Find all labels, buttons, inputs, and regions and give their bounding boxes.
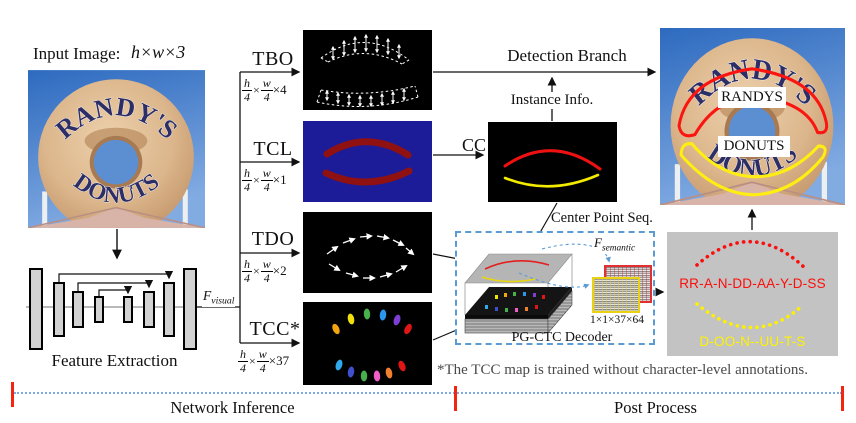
tcl-dims: h 4 × w 4 ×1 bbox=[242, 166, 287, 195]
fsemantic-sub: semantic bbox=[601, 243, 636, 254]
skip-connection-3 bbox=[98, 285, 133, 298]
tcc-dims: h 4 × w 4 ×37 bbox=[238, 347, 290, 376]
times-sign: × bbox=[249, 354, 256, 368]
recognition-result-panel: RR-A-N-DD-AA-Y-D-SS D-OO-N--UU-T-S bbox=[667, 232, 838, 356]
fe-bar-3 bbox=[72, 291, 84, 328]
fe-bar-6 bbox=[143, 291, 155, 328]
frac-num: h bbox=[242, 257, 252, 273]
detection-branch-label: Detection Branch bbox=[507, 46, 627, 65]
fvisual-base: F bbox=[203, 288, 212, 303]
times-sign: × bbox=[253, 173, 260, 187]
detection-outline-bottom bbox=[679, 142, 827, 197]
detected-text-top: RANDYS bbox=[718, 87, 786, 108]
pg-ctc-decoder-box: Fsemantic 1×1×37×64 PG-CTC Decoder bbox=[455, 231, 655, 345]
channel-count: ×1 bbox=[272, 172, 287, 187]
fe-bar-1 bbox=[29, 268, 43, 350]
fe-bar-7 bbox=[163, 282, 175, 337]
frac-num: w bbox=[260, 166, 273, 182]
tdo-label: TDO bbox=[251, 228, 295, 250]
tbo-dims: h 4 × w 4 ×4 bbox=[242, 76, 287, 105]
footnote: *The TCC map is trained without characte… bbox=[437, 362, 808, 378]
tbo-map bbox=[303, 30, 432, 110]
cc-result-map bbox=[488, 122, 617, 202]
tcl-label: TCL bbox=[253, 138, 293, 160]
section-tick-middle bbox=[454, 386, 457, 411]
tensor-shape-label: 1×1×37×64 bbox=[590, 314, 644, 326]
detection-outline-top bbox=[677, 67, 829, 138]
input-image-label: Input Image: bbox=[33, 44, 121, 63]
frac-den: 4 bbox=[263, 180, 270, 195]
section-divider-line bbox=[14, 392, 842, 394]
tbo-label: TBO bbox=[252, 48, 294, 70]
skip-connection-1 bbox=[58, 270, 174, 284]
tcl-map bbox=[303, 121, 432, 202]
instance-info-label: Instance Info. bbox=[505, 92, 599, 109]
times-sign: × bbox=[253, 83, 260, 97]
frac-den: 4 bbox=[244, 271, 250, 286]
channel-count: ×2 bbox=[272, 263, 287, 278]
section-tick-left bbox=[11, 382, 14, 407]
input-shape-label: h×w×3 bbox=[131, 42, 186, 62]
frac-num: h bbox=[238, 347, 248, 363]
frac-den: 4 bbox=[259, 361, 266, 376]
tdo-map bbox=[303, 212, 432, 293]
section-tick-right bbox=[841, 386, 844, 411]
decoder-tcl-plane bbox=[464, 253, 573, 284]
fe-bar-4 bbox=[94, 296, 104, 323]
frac-den: 4 bbox=[244, 180, 250, 195]
result-arcs bbox=[695, 239, 809, 330]
section-label-post-process: Post Process bbox=[614, 398, 697, 417]
frac-num: w bbox=[260, 76, 273, 92]
cc-label: CC bbox=[461, 135, 486, 155]
times-sign: × bbox=[253, 264, 260, 278]
frac-den: 4 bbox=[240, 361, 246, 376]
sequence-top: RR-A-N-DD-AA-Y-D-SS bbox=[679, 276, 826, 291]
frac-num: w bbox=[256, 347, 269, 363]
fsemantic-label: Fsemantic bbox=[592, 235, 638, 254]
skip-connection-2 bbox=[77, 279, 154, 293]
channel-count: ×37 bbox=[268, 353, 290, 368]
fsemantic-map-yellow bbox=[592, 277, 640, 313]
frac-num: h bbox=[242, 166, 252, 182]
fe-bar-2 bbox=[53, 282, 65, 337]
frac-den: 4 bbox=[263, 90, 270, 105]
center-point-seq-label: Center Point Seq. bbox=[551, 210, 653, 226]
tcc-label: TCC* bbox=[249, 318, 301, 340]
section-label-network-inference: Network Inference bbox=[170, 398, 295, 417]
pg-ctc-decoder-label: PG-CTC Decoder bbox=[511, 330, 613, 345]
gather-curve-2 bbox=[518, 272, 590, 289]
output-result-image: RANDY'S DONUTS RANDYS DONUTS bbox=[659, 28, 846, 213]
channel-count: ×4 bbox=[272, 82, 287, 97]
fe-bar-8 bbox=[183, 268, 197, 350]
feature-extraction-label: Feature Extraction bbox=[51, 351, 178, 370]
frac-num: w bbox=[260, 257, 273, 273]
fvisual-label: Fvisual bbox=[202, 288, 236, 307]
input-donut-image: RANDY'S DONUTS bbox=[28, 70, 205, 228]
decoder-tcc-plane bbox=[465, 287, 572, 315]
fsemantic-base: F bbox=[594, 235, 602, 250]
fe-bar-5 bbox=[123, 296, 133, 323]
sequence-bottom: D-OO-N--UU-T-S bbox=[699, 334, 806, 349]
tcc-map bbox=[303, 302, 432, 385]
frac-num: h bbox=[242, 76, 252, 92]
fvisual-sub: visual bbox=[211, 295, 235, 307]
tdo-dims: h 4 × w 4 ×2 bbox=[242, 257, 287, 286]
detected-text-bottom: DONUTS bbox=[718, 136, 790, 157]
frac-den: 4 bbox=[263, 271, 270, 286]
output-donut-image: RANDY'S DONUTS bbox=[659, 28, 846, 213]
frac-den: 4 bbox=[244, 90, 250, 105]
decoder-stack-graphic bbox=[464, 243, 611, 334]
